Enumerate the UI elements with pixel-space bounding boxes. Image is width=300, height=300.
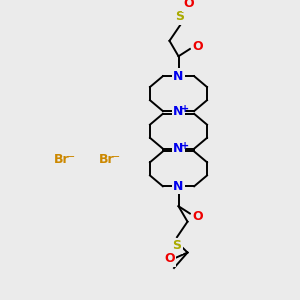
- Text: N: N: [173, 70, 184, 83]
- Text: O: O: [183, 0, 194, 10]
- Text: +: +: [181, 141, 189, 152]
- Text: +: +: [181, 104, 189, 114]
- Text: Br: Br: [54, 153, 70, 166]
- Text: N: N: [173, 180, 184, 193]
- Text: S: S: [172, 239, 182, 252]
- Text: N: N: [173, 104, 184, 118]
- Text: S: S: [176, 10, 184, 23]
- Text: O: O: [192, 210, 203, 223]
- Text: −: −: [66, 152, 75, 162]
- Text: −: −: [111, 152, 120, 162]
- Text: O: O: [164, 252, 175, 265]
- Text: N: N: [173, 142, 184, 155]
- Text: O: O: [192, 40, 203, 53]
- Text: Br: Br: [99, 153, 115, 166]
